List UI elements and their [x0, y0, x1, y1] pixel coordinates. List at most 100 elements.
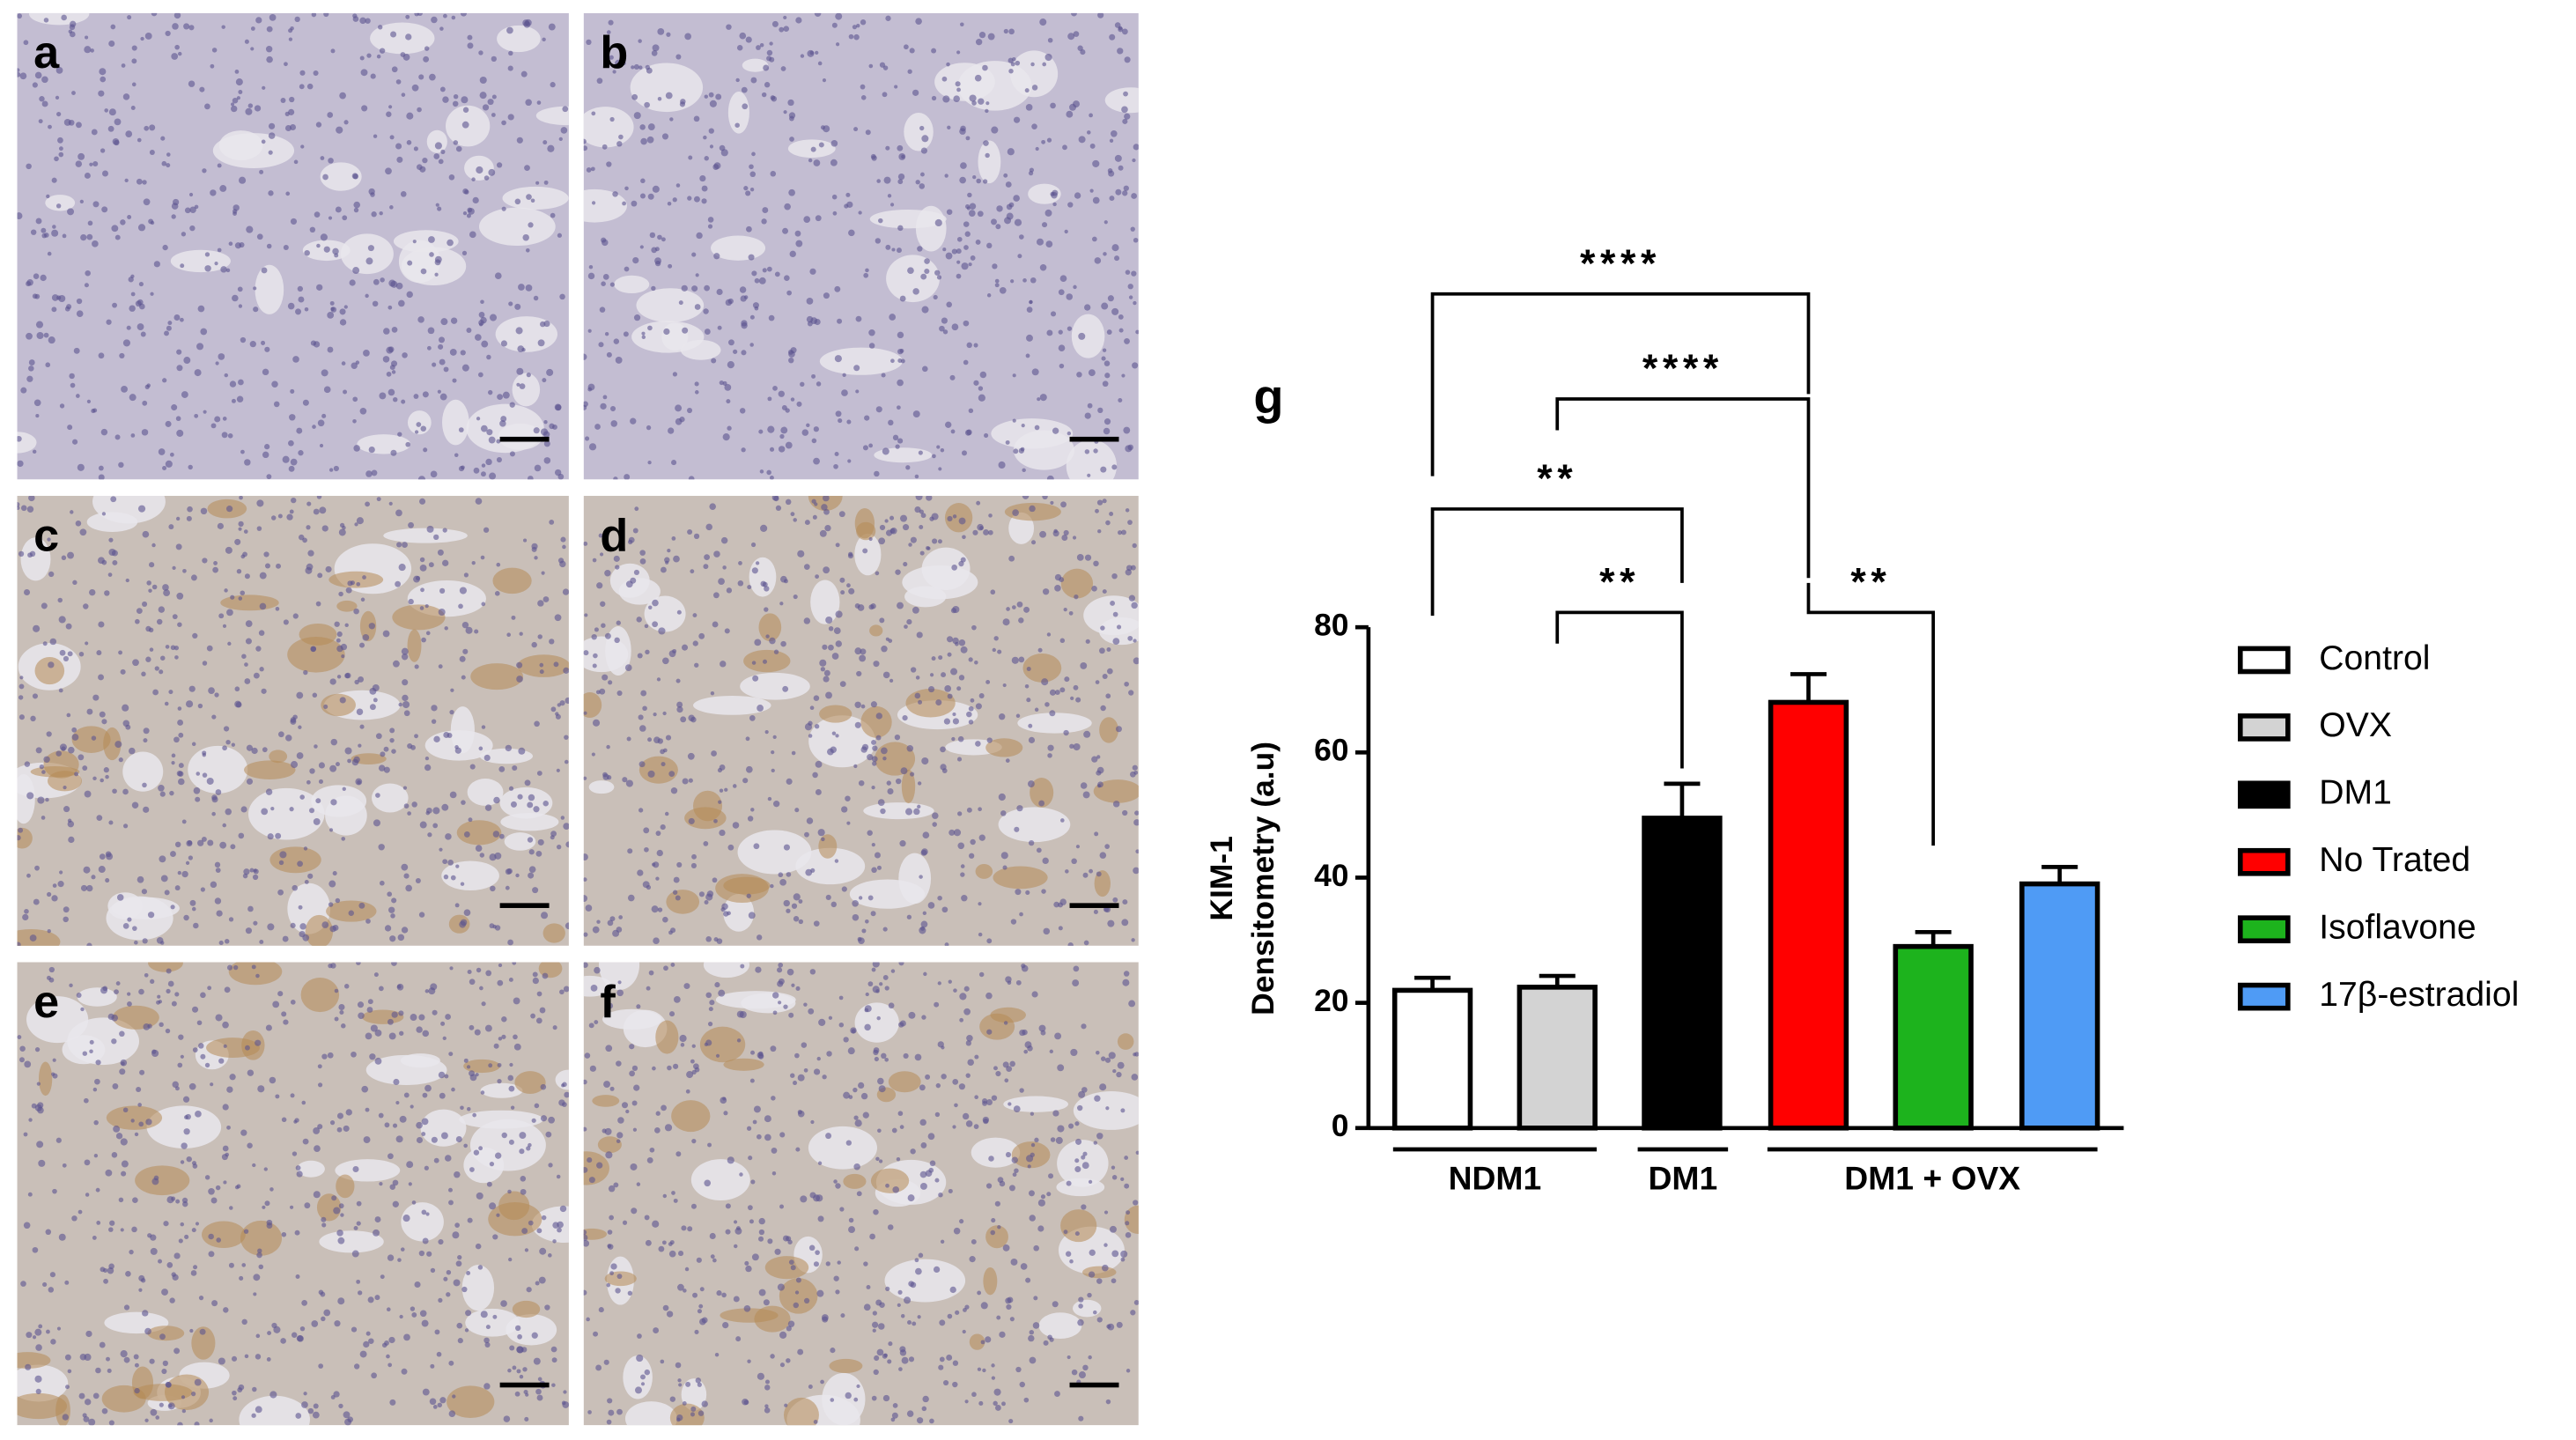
nucleus	[96, 650, 102, 656]
nucleus	[941, 1074, 947, 1080]
nucleus	[298, 450, 304, 456]
nucleus	[860, 19, 867, 26]
nucleus	[483, 527, 490, 533]
nucleus	[711, 750, 717, 757]
nucleus	[1033, 1244, 1039, 1252]
nucleus	[555, 713, 561, 720]
nucleus	[46, 194, 50, 199]
nucleus	[1071, 1369, 1078, 1376]
nucleus	[1039, 530, 1046, 538]
nucleus	[388, 105, 393, 109]
nucleus	[808, 1385, 813, 1389]
nucleus	[397, 934, 405, 942]
nucleus	[852, 25, 857, 30]
nucleus	[262, 368, 269, 376]
nucleus	[463, 1143, 468, 1148]
lumen	[971, 1137, 1021, 1168]
nucleus	[390, 449, 397, 456]
bracket	[1555, 610, 1684, 769]
nucleus	[328, 828, 334, 832]
nucleus	[486, 1181, 492, 1187]
nucleus	[752, 675, 759, 682]
lumen	[146, 1105, 222, 1148]
nucleus	[640, 1374, 646, 1380]
nucleus	[514, 303, 521, 310]
nucleus	[936, 445, 941, 449]
nucleus	[141, 671, 146, 676]
nucleus	[496, 162, 503, 168]
nucleus	[926, 546, 931, 550]
nucleus	[150, 1408, 158, 1416]
nucleus	[111, 1038, 117, 1045]
stain	[1030, 777, 1054, 808]
nucleus	[785, 441, 793, 449]
nucleus	[1135, 849, 1139, 854]
nucleus	[368, 1338, 374, 1344]
nucleus	[378, 764, 386, 772]
nucleus	[739, 32, 747, 40]
nucleus	[1118, 398, 1123, 403]
nucleus	[446, 1292, 451, 1297]
nucleus	[402, 352, 408, 358]
nucleus	[1028, 736, 1036, 743]
nucleus	[1128, 295, 1133, 299]
nucleus	[200, 507, 208, 515]
nucleus	[114, 989, 119, 995]
nucleus	[834, 355, 842, 363]
nucleus	[506, 26, 513, 34]
nucleus	[1133, 639, 1137, 643]
nucleus	[378, 844, 385, 851]
nucleus	[496, 457, 502, 463]
nucleus	[1118, 328, 1124, 333]
nucleus	[1041, 678, 1049, 686]
nucleus	[37, 796, 45, 804]
nucleus	[79, 199, 84, 203]
nucleus	[307, 1407, 314, 1414]
nucleus	[618, 134, 624, 140]
nucleus	[978, 32, 986, 39]
nucleus	[676, 1414, 683, 1422]
nucleus	[57, 137, 63, 144]
nucleus	[1016, 601, 1023, 608]
nucleus	[863, 1303, 871, 1311]
nucleus	[62, 1414, 69, 1421]
nucleus	[180, 317, 184, 322]
nucleus	[534, 556, 538, 560]
nucleus	[583, 932, 588, 937]
nucleus	[563, 667, 569, 674]
nucleus	[480, 299, 484, 305]
nucleus	[1097, 407, 1103, 414]
nucleus	[489, 472, 497, 480]
nucleus	[243, 529, 248, 534]
nucleus	[100, 428, 108, 436]
nucleus	[539, 669, 544, 675]
nucleus	[694, 390, 699, 395]
nucleus	[510, 1105, 515, 1110]
nucleus	[240, 590, 246, 595]
nucleus	[564, 759, 569, 764]
nucleus	[516, 676, 523, 683]
nucleus	[482, 104, 490, 111]
nucleus	[301, 1300, 308, 1306]
nucleus	[725, 299, 733, 306]
nucleus	[789, 137, 794, 142]
nucleus	[67, 1369, 72, 1374]
nucleus	[158, 784, 165, 792]
nucleus	[431, 1136, 438, 1143]
nucleus	[384, 925, 392, 932]
nucleus	[229, 380, 237, 388]
nucleus	[1043, 927, 1051, 935]
nucleus	[605, 1151, 613, 1159]
nucleus	[766, 49, 773, 56]
nucleus	[644, 1369, 651, 1376]
nucleus	[703, 135, 707, 140]
micrograph	[583, 496, 1139, 946]
nucleus	[416, 164, 423, 171]
nucleus	[657, 907, 663, 912]
nucleus	[244, 1354, 249, 1359]
nucleus	[466, 1271, 471, 1275]
nucleus	[1117, 530, 1123, 535]
nucleus	[338, 1403, 343, 1409]
nucleus	[1075, 845, 1081, 849]
nucleus	[831, 194, 838, 200]
